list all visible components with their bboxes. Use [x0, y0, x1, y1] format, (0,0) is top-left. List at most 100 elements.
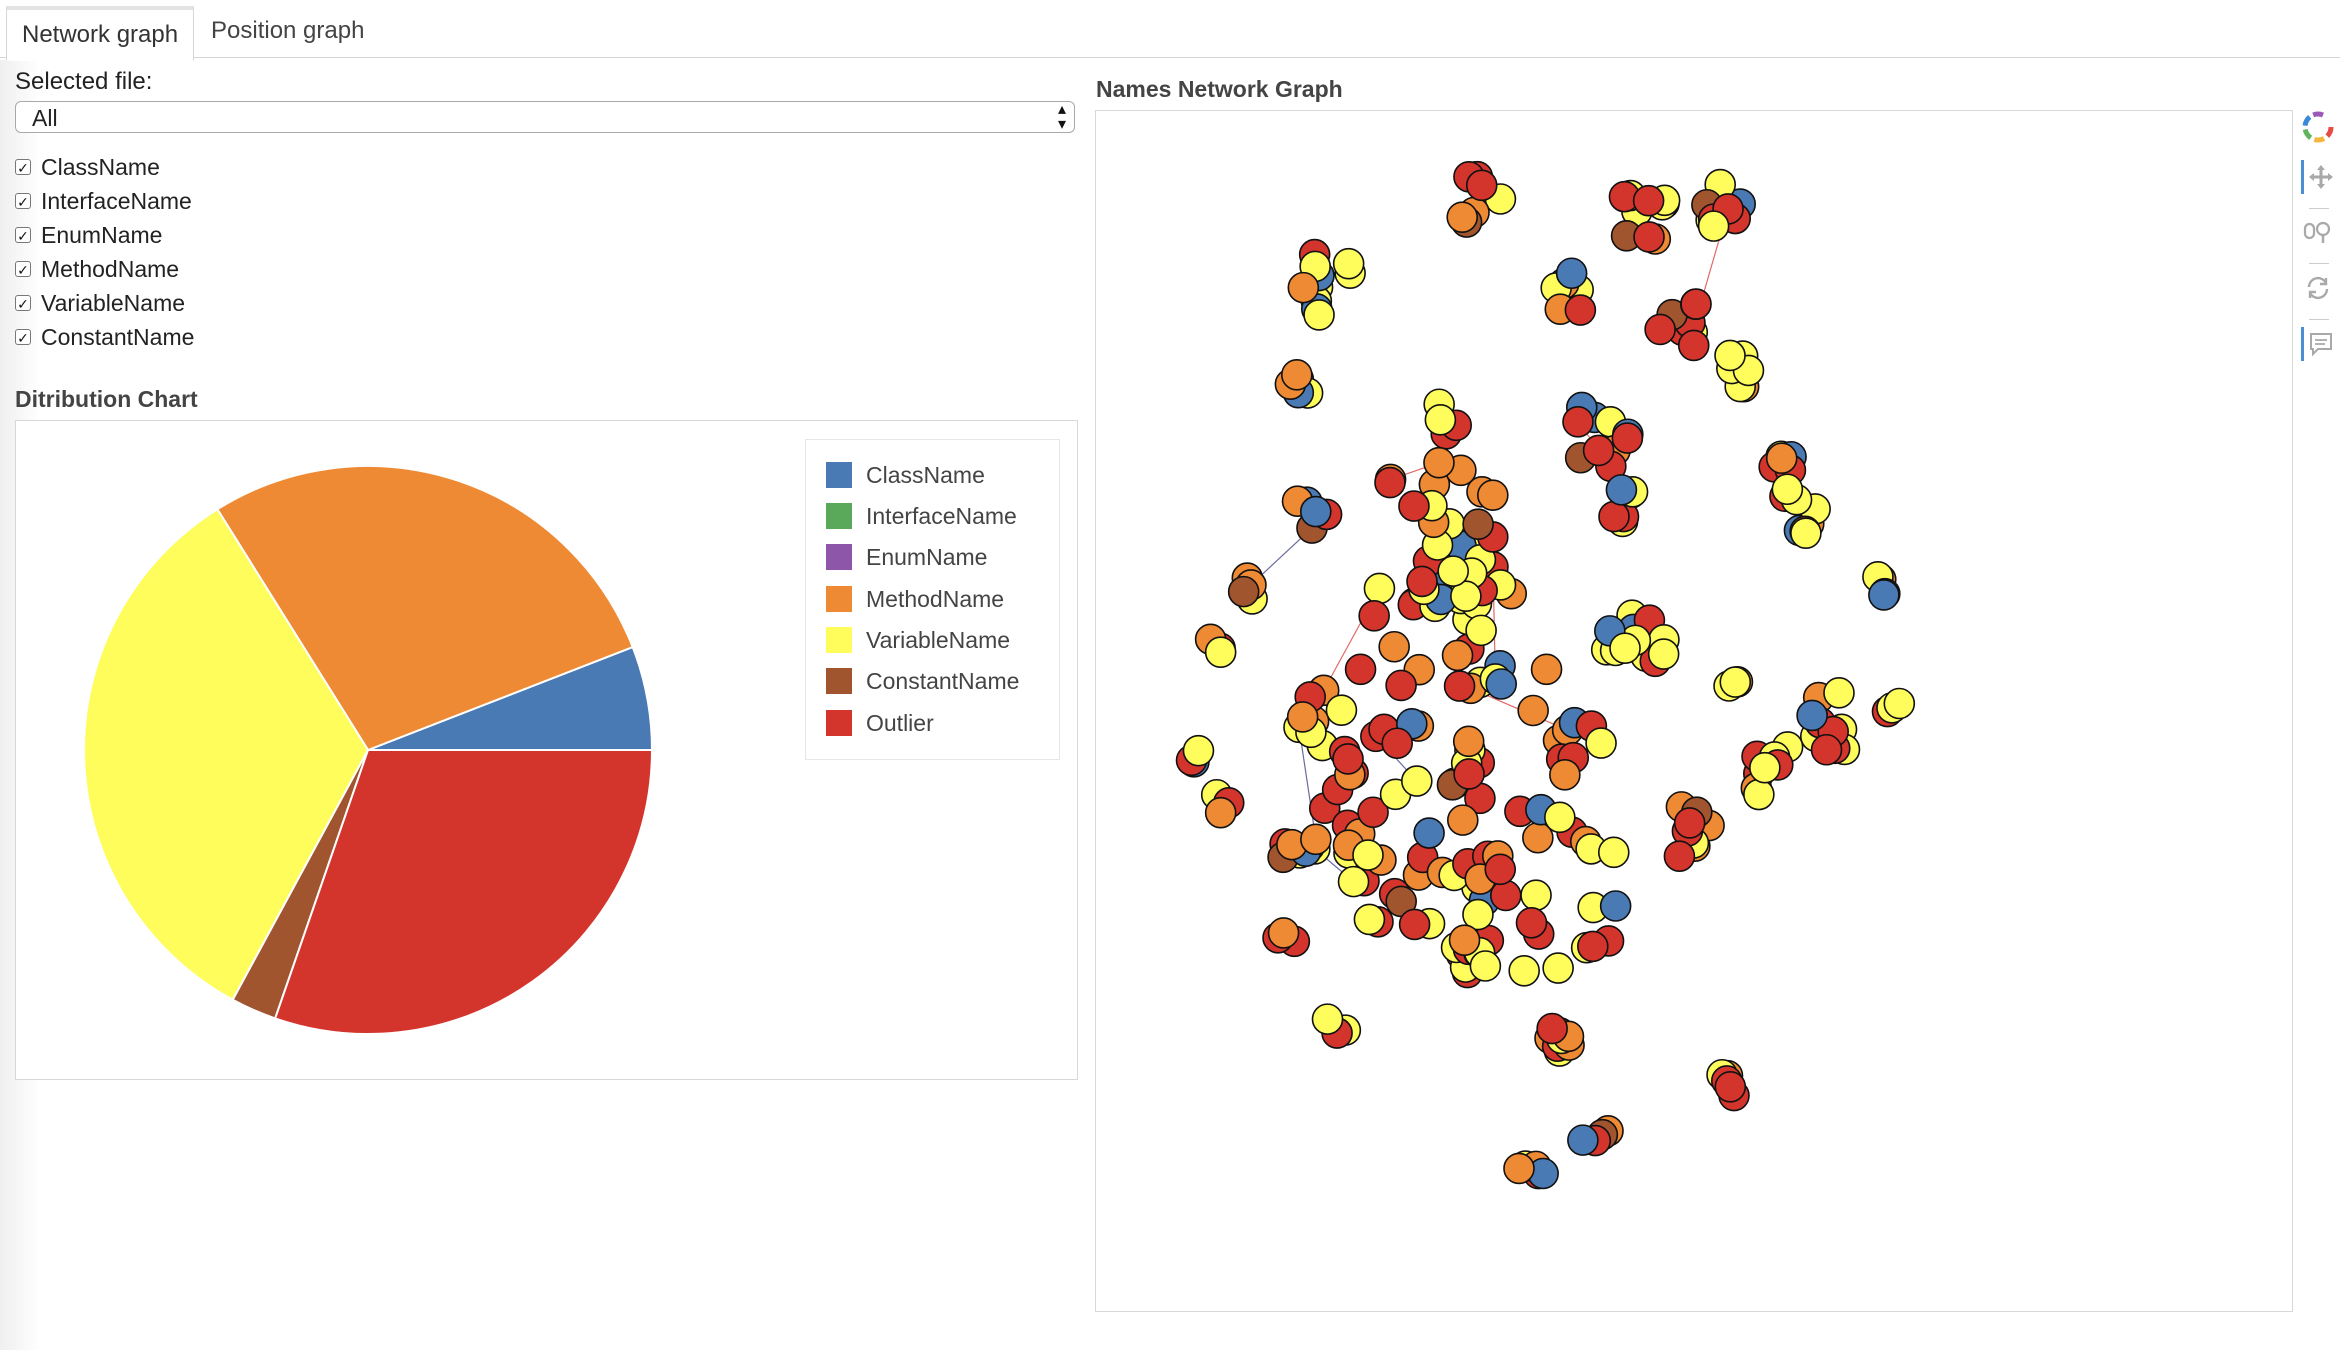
network-node[interactable]	[1577, 930, 1609, 963]
network-node[interactable]	[1385, 669, 1417, 702]
network-node[interactable]	[1598, 500, 1630, 533]
wheel-zoom-icon[interactable]	[2301, 215, 2335, 249]
network-node[interactable]	[1484, 853, 1517, 886]
network-node[interactable]	[1267, 917, 1300, 949]
network-node[interactable]	[1441, 639, 1474, 672]
network-node[interactable]	[1344, 653, 1377, 686]
file-select[interactable]: All ▴ ▾	[15, 101, 1075, 133]
tab-network-graph[interactable]: Network graph	[6, 6, 195, 61]
network-node[interactable]	[1810, 733, 1843, 766]
network-node[interactable]	[1452, 725, 1485, 758]
network-node[interactable]	[1632, 184, 1665, 217]
network-node[interactable]	[1714, 339, 1746, 372]
network-node[interactable]	[1883, 687, 1916, 720]
network-node[interactable]	[1374, 466, 1406, 499]
network-node[interactable]	[1536, 1012, 1568, 1045]
network-node[interactable]	[1286, 701, 1319, 733]
network-node[interactable]	[1743, 778, 1775, 811]
network-node[interactable]	[1562, 406, 1594, 438]
pan-icon[interactable]	[2301, 160, 2338, 194]
network-node[interactable]	[1544, 801, 1576, 834]
network-node[interactable]	[1352, 839, 1384, 871]
tab-position-graph[interactable]: Position graph	[211, 17, 365, 44]
network-node[interactable]	[1714, 1070, 1747, 1103]
network-node[interactable]	[1443, 670, 1476, 702]
network-node[interactable]	[1644, 313, 1676, 346]
network-node[interactable]	[1515, 906, 1548, 939]
network-node[interactable]	[1611, 422, 1644, 454]
network-node[interactable]	[1719, 666, 1752, 698]
filter-variablename[interactable]: ✓ VariableName	[15, 286, 194, 320]
network-node[interactable]	[1281, 359, 1313, 391]
network-graph-canvas[interactable]	[1096, 111, 2292, 1311]
network-node[interactable]	[1469, 950, 1502, 982]
network-node[interactable]	[1357, 796, 1389, 829]
network-node[interactable]	[1446, 804, 1479, 836]
network-node[interactable]	[1542, 952, 1574, 984]
network-node[interactable]	[1300, 823, 1332, 856]
checkbox[interactable]: ✓	[15, 227, 31, 244]
network-node[interactable]	[1582, 434, 1615, 467]
network-node[interactable]	[1204, 796, 1237, 829]
network-node[interactable]	[1517, 694, 1549, 727]
reset-icon[interactable]	[2301, 271, 2335, 305]
network-node[interactable]	[1663, 840, 1696, 872]
network-node[interactable]	[1398, 908, 1431, 941]
network-node[interactable]	[1303, 299, 1335, 331]
checkbox[interactable]: ✓	[15, 295, 31, 312]
network-node[interactable]	[1337, 865, 1370, 898]
network-node[interactable]	[1673, 807, 1706, 839]
network-node[interactable]	[1520, 879, 1552, 911]
filter-methodname[interactable]: ✓ MethodName	[15, 252, 194, 286]
network-node[interactable]	[1765, 442, 1798, 475]
checkbox[interactable]: ✓	[15, 159, 31, 176]
network-node[interactable]	[1555, 257, 1588, 290]
network-node[interactable]	[1605, 474, 1638, 506]
hover-icon[interactable]	[2301, 327, 2338, 361]
network-node[interactable]	[1437, 555, 1469, 587]
network-node[interactable]	[1567, 1124, 1599, 1156]
network-node[interactable]	[1227, 575, 1260, 608]
network-node[interactable]	[1204, 636, 1237, 669]
network-node[interactable]	[1549, 759, 1581, 791]
network-node[interactable]	[1680, 288, 1712, 320]
network-node[interactable]	[1868, 579, 1900, 611]
network-node[interactable]	[1378, 630, 1410, 663]
network-node[interactable]	[1287, 271, 1320, 304]
network-node[interactable]	[1424, 404, 1457, 436]
network-node[interactable]	[1423, 446, 1455, 479]
network-node[interactable]	[1697, 210, 1730, 242]
network-node[interactable]	[1448, 924, 1481, 956]
network-node[interactable]	[1353, 903, 1386, 936]
network-node[interactable]	[1677, 329, 1710, 362]
network-node[interactable]	[1823, 677, 1855, 709]
filter-classname[interactable]: ✓ ClassName	[15, 150, 194, 184]
pie-slice-outlier[interactable]	[273, 749, 654, 1035]
checkbox[interactable]: ✓	[15, 329, 31, 346]
network-node[interactable]	[1796, 699, 1828, 732]
network-node[interactable]	[1325, 694, 1358, 726]
network-node[interactable]	[1398, 490, 1430, 522]
checkbox[interactable]: ✓	[15, 193, 31, 210]
network-node[interactable]	[1406, 565, 1438, 598]
network-node[interactable]	[1363, 572, 1396, 605]
network-node[interactable]	[1465, 614, 1497, 647]
network-node[interactable]	[1462, 508, 1494, 540]
network-node[interactable]	[1450, 580, 1482, 612]
network-node[interactable]	[1599, 890, 1632, 922]
network-node[interactable]	[1489, 879, 1522, 912]
network-node[interactable]	[1465, 169, 1498, 202]
pie-slice-variablename[interactable]	[83, 507, 370, 1002]
network-node[interactable]	[1790, 517, 1822, 549]
network-node[interactable]	[1413, 817, 1445, 849]
network-node[interactable]	[1453, 758, 1485, 790]
network-node[interactable]	[1311, 1003, 1344, 1035]
network-node[interactable]	[1530, 653, 1563, 686]
network-node[interactable]	[1401, 765, 1433, 797]
network-node[interactable]	[1462, 898, 1494, 931]
network-node[interactable]	[1332, 743, 1364, 775]
bokeh-logo-icon[interactable]	[2301, 110, 2335, 144]
filter-enumname[interactable]: ✓ EnumName	[15, 218, 194, 252]
network-node[interactable]	[1749, 751, 1781, 784]
network-node[interactable]	[1771, 473, 1804, 506]
